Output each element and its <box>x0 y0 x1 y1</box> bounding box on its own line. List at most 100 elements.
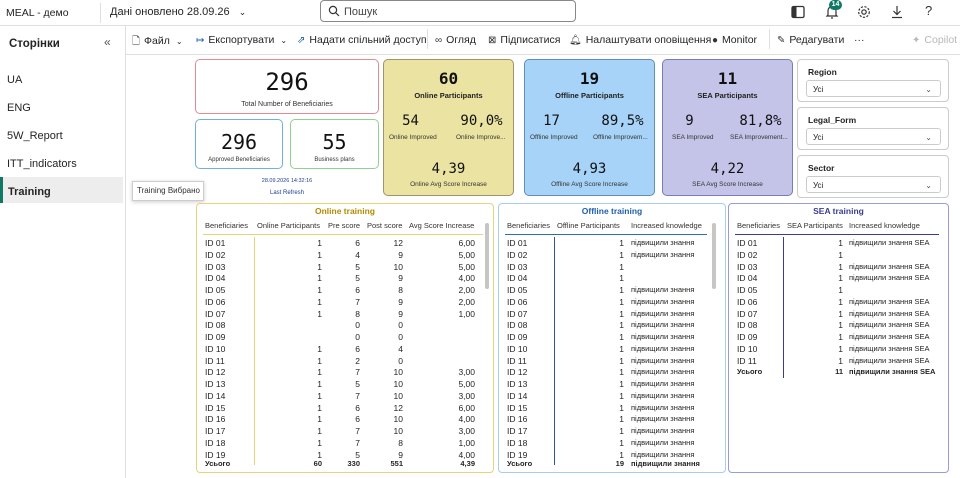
table-row[interactable]: ID 17 1 підвищили знання <box>499 426 725 438</box>
app-title: MEAL - демо <box>6 7 69 19</box>
table-row[interactable]: ID 05 1 підвищили знання <box>499 285 725 297</box>
table-row[interactable]: ID 03 1 підвищили знання SEA <box>729 262 948 274</box>
search-box[interactable]: Пошук <box>320 0 576 22</box>
table-row[interactable]: ID 18 1 7 8 1,00 <box>197 438 493 450</box>
more-options-button[interactable]: ··· <box>854 34 865 46</box>
column-header[interactable]: Beneficiaries <box>205 221 248 230</box>
edit-button[interactable]: ✎ Редагувати <box>777 34 844 46</box>
column-header[interactable]: Beneficiaries <box>507 221 550 230</box>
column-header[interactable]: Online Participants <box>257 221 320 230</box>
gear-icon[interactable] <box>856 4 872 20</box>
table-row[interactable]: ID 11 1 2 0 <box>197 356 493 368</box>
table-row[interactable]: ID 08 0 0 <box>197 320 493 332</box>
export-menu[interactable]: ↦ Експортувати ⌄ <box>196 34 287 46</box>
sidebar-item-eng[interactable]: ENG <box>0 93 123 119</box>
subscribe-button[interactable]: ⊠ Підписатися <box>488 34 560 46</box>
divider <box>427 29 428 49</box>
table-row[interactable]: ID 07 1 8 9 1,00 <box>197 309 493 321</box>
table-row[interactable]: ID 07 1 підвищили знання SEA <box>729 309 948 321</box>
alerts-button[interactable]: 🔔︎ Налаштувати оповіщення <box>569 34 711 46</box>
data-updated-dropdown[interactable]: Дані оновлено 28.09.26 ⌄ <box>110 6 246 18</box>
column-header[interactable]: Post score <box>367 221 403 230</box>
table-cell: 1 <box>317 379 322 389</box>
table-row[interactable]: ID 02 1 4 9 5,00 <box>197 250 493 262</box>
column-header[interactable]: Avg Score Increase <box>409 221 475 230</box>
total-cell: підвищили знання <box>631 459 700 468</box>
table-row[interactable]: ID 16 1 підвищили знання <box>499 414 725 426</box>
table-row[interactable]: ID 07 1 підвищили знання <box>499 309 725 321</box>
sector-dropdown[interactable]: Усі ⌄ <box>806 176 941 193</box>
table-cell: 5 <box>355 379 360 389</box>
table-row[interactable]: ID 08 1 підвищили знання <box>499 320 725 332</box>
file-menu[interactable]: 🗋 Файл ⌄ <box>132 34 183 51</box>
table-row[interactable]: ID 14 1 підвищили знання <box>499 391 725 403</box>
table-row[interactable]: ID 09 1 підвищили знання SEA <box>729 332 948 344</box>
table-cell: 1 <box>619 285 624 295</box>
table-row[interactable]: ID 08 1 підвищили знання SEA <box>729 320 948 332</box>
help-icon[interactable]: ? <box>925 3 933 18</box>
table-row[interactable]: ID 03 1 5 10 5,00 <box>197 262 493 274</box>
table-row[interactable]: ID 04 1 <box>499 273 725 285</box>
slicer-title: Region <box>808 67 837 77</box>
column-header[interactable]: Increased knowledge <box>631 221 702 230</box>
share-button[interactable]: ⇗ Надати спільний доступ <box>297 34 427 46</box>
monitor-button[interactable]: ● Monitor <box>712 34 757 46</box>
sidebar-item-training[interactable]: Training <box>0 177 123 203</box>
sidebar-item-5w-report[interactable]: 5W_Report <box>0 121 123 147</box>
table-row[interactable]: ID 12 1 підвищили знання <box>499 367 725 379</box>
subscribe-label: Підписатися <box>500 34 561 46</box>
table-row[interactable]: ID 10 1 6 4 <box>197 344 493 356</box>
table-row[interactable]: ID 19 1 5 9 4,00 <box>197 450 493 462</box>
column-header[interactable]: Offline Participants <box>557 221 620 230</box>
table-row[interactable]: ID 15 1 підвищили знання <box>499 403 725 415</box>
view-button[interactable]: ∞ Огляд <box>435 34 476 46</box>
table-row[interactable]: ID 13 1 підвищили знання <box>499 379 725 391</box>
table-row[interactable]: ID 06 1 підвищили знання SEA <box>729 297 948 309</box>
table-row[interactable]: ID 13 1 5 10 5,00 <box>197 379 493 391</box>
table-row[interactable]: ID 12 1 7 10 3,00 <box>197 367 493 379</box>
table-row[interactable]: ID 10 1 підвищили знання <box>499 344 725 356</box>
table-row[interactable]: ID 03 1 <box>499 262 725 274</box>
table-row[interactable]: ID 11 1 підвищили знання SEA <box>729 356 948 368</box>
table-row[interactable]: ID 17 1 7 10 3,00 <box>197 426 493 438</box>
vertical-scrollbar[interactable] <box>712 223 716 289</box>
table-row[interactable]: ID 10 1 підвищили знання SEA <box>729 344 948 356</box>
slicer-title: Sector <box>808 163 835 173</box>
column-header[interactable]: SEA Participants <box>787 221 843 230</box>
table-row[interactable]: ID 18 1 підвищили знання <box>499 438 725 450</box>
table-row[interactable]: ID 06 1 підвищили знання <box>499 297 725 309</box>
panel-toggle-icon[interactable] <box>790 4 806 20</box>
table-row[interactable]: ID 04 1 5 9 4,00 <box>197 273 493 285</box>
region-dropdown[interactable]: Усі ⌄ <box>806 80 941 97</box>
table-row[interactable]: ID 02 1 підвищили знання <box>499 250 725 262</box>
table-row[interactable]: ID 05 1 6 8 2,00 <box>197 285 493 297</box>
table-row[interactable]: ID 02 1 <box>729 250 948 262</box>
table-row[interactable]: ID 16 1 6 10 4,00 <box>197 414 493 426</box>
legal-form-dropdown[interactable]: Усі ⌄ <box>806 128 941 145</box>
download-icon[interactable] <box>889 4 905 20</box>
kpi-avg-label: SEA Avg Score Increase <box>692 181 763 188</box>
table-row[interactable]: ID 11 1 підвищили знання <box>499 356 725 368</box>
table-row[interactable]: ID 04 1 підвищили знання SEA <box>729 273 948 285</box>
sidebar-item-itt-indicators[interactable]: ITT_indicators <box>0 149 123 175</box>
table-row[interactable]: ID 14 1 7 10 3,00 <box>197 391 493 403</box>
table-row[interactable]: ID 06 1 7 9 2,00 <box>197 297 493 309</box>
column-header[interactable]: Increased knowledge <box>849 221 920 230</box>
column-header[interactable]: Beneficiaries <box>737 221 780 230</box>
collapse-sidebar-icon[interactable]: « <box>104 35 111 49</box>
table-row[interactable]: ID 19 1 підвищили знання <box>499 450 725 462</box>
vertical-scrollbar[interactable] <box>485 223 489 289</box>
table-row[interactable]: ID 09 1 підвищили знання <box>499 332 725 344</box>
copilot-button[interactable]: ✦ Copilot <box>912 34 957 46</box>
table-row[interactable]: ID 01 1 підвищили знання SEA <box>729 238 948 250</box>
table-row[interactable]: ID 01 1 6 12 6,00 <box>197 238 493 250</box>
table-row[interactable]: ID 01 1 підвищили знання <box>499 238 725 250</box>
table-row[interactable]: ID 09 0 0 <box>197 332 493 344</box>
search-input[interactable]: Пошук <box>344 6 378 18</box>
chevron-down-icon: ⌄ <box>925 133 932 142</box>
table-row[interactable]: ID 15 1 6 12 6,00 <box>197 403 493 415</box>
table-row[interactable]: ID 05 1 <box>729 285 948 297</box>
table-cell: 1 <box>317 249 322 260</box>
column-header[interactable]: Pre score <box>328 221 361 230</box>
sidebar-item-ua[interactable]: UA <box>0 65 123 91</box>
